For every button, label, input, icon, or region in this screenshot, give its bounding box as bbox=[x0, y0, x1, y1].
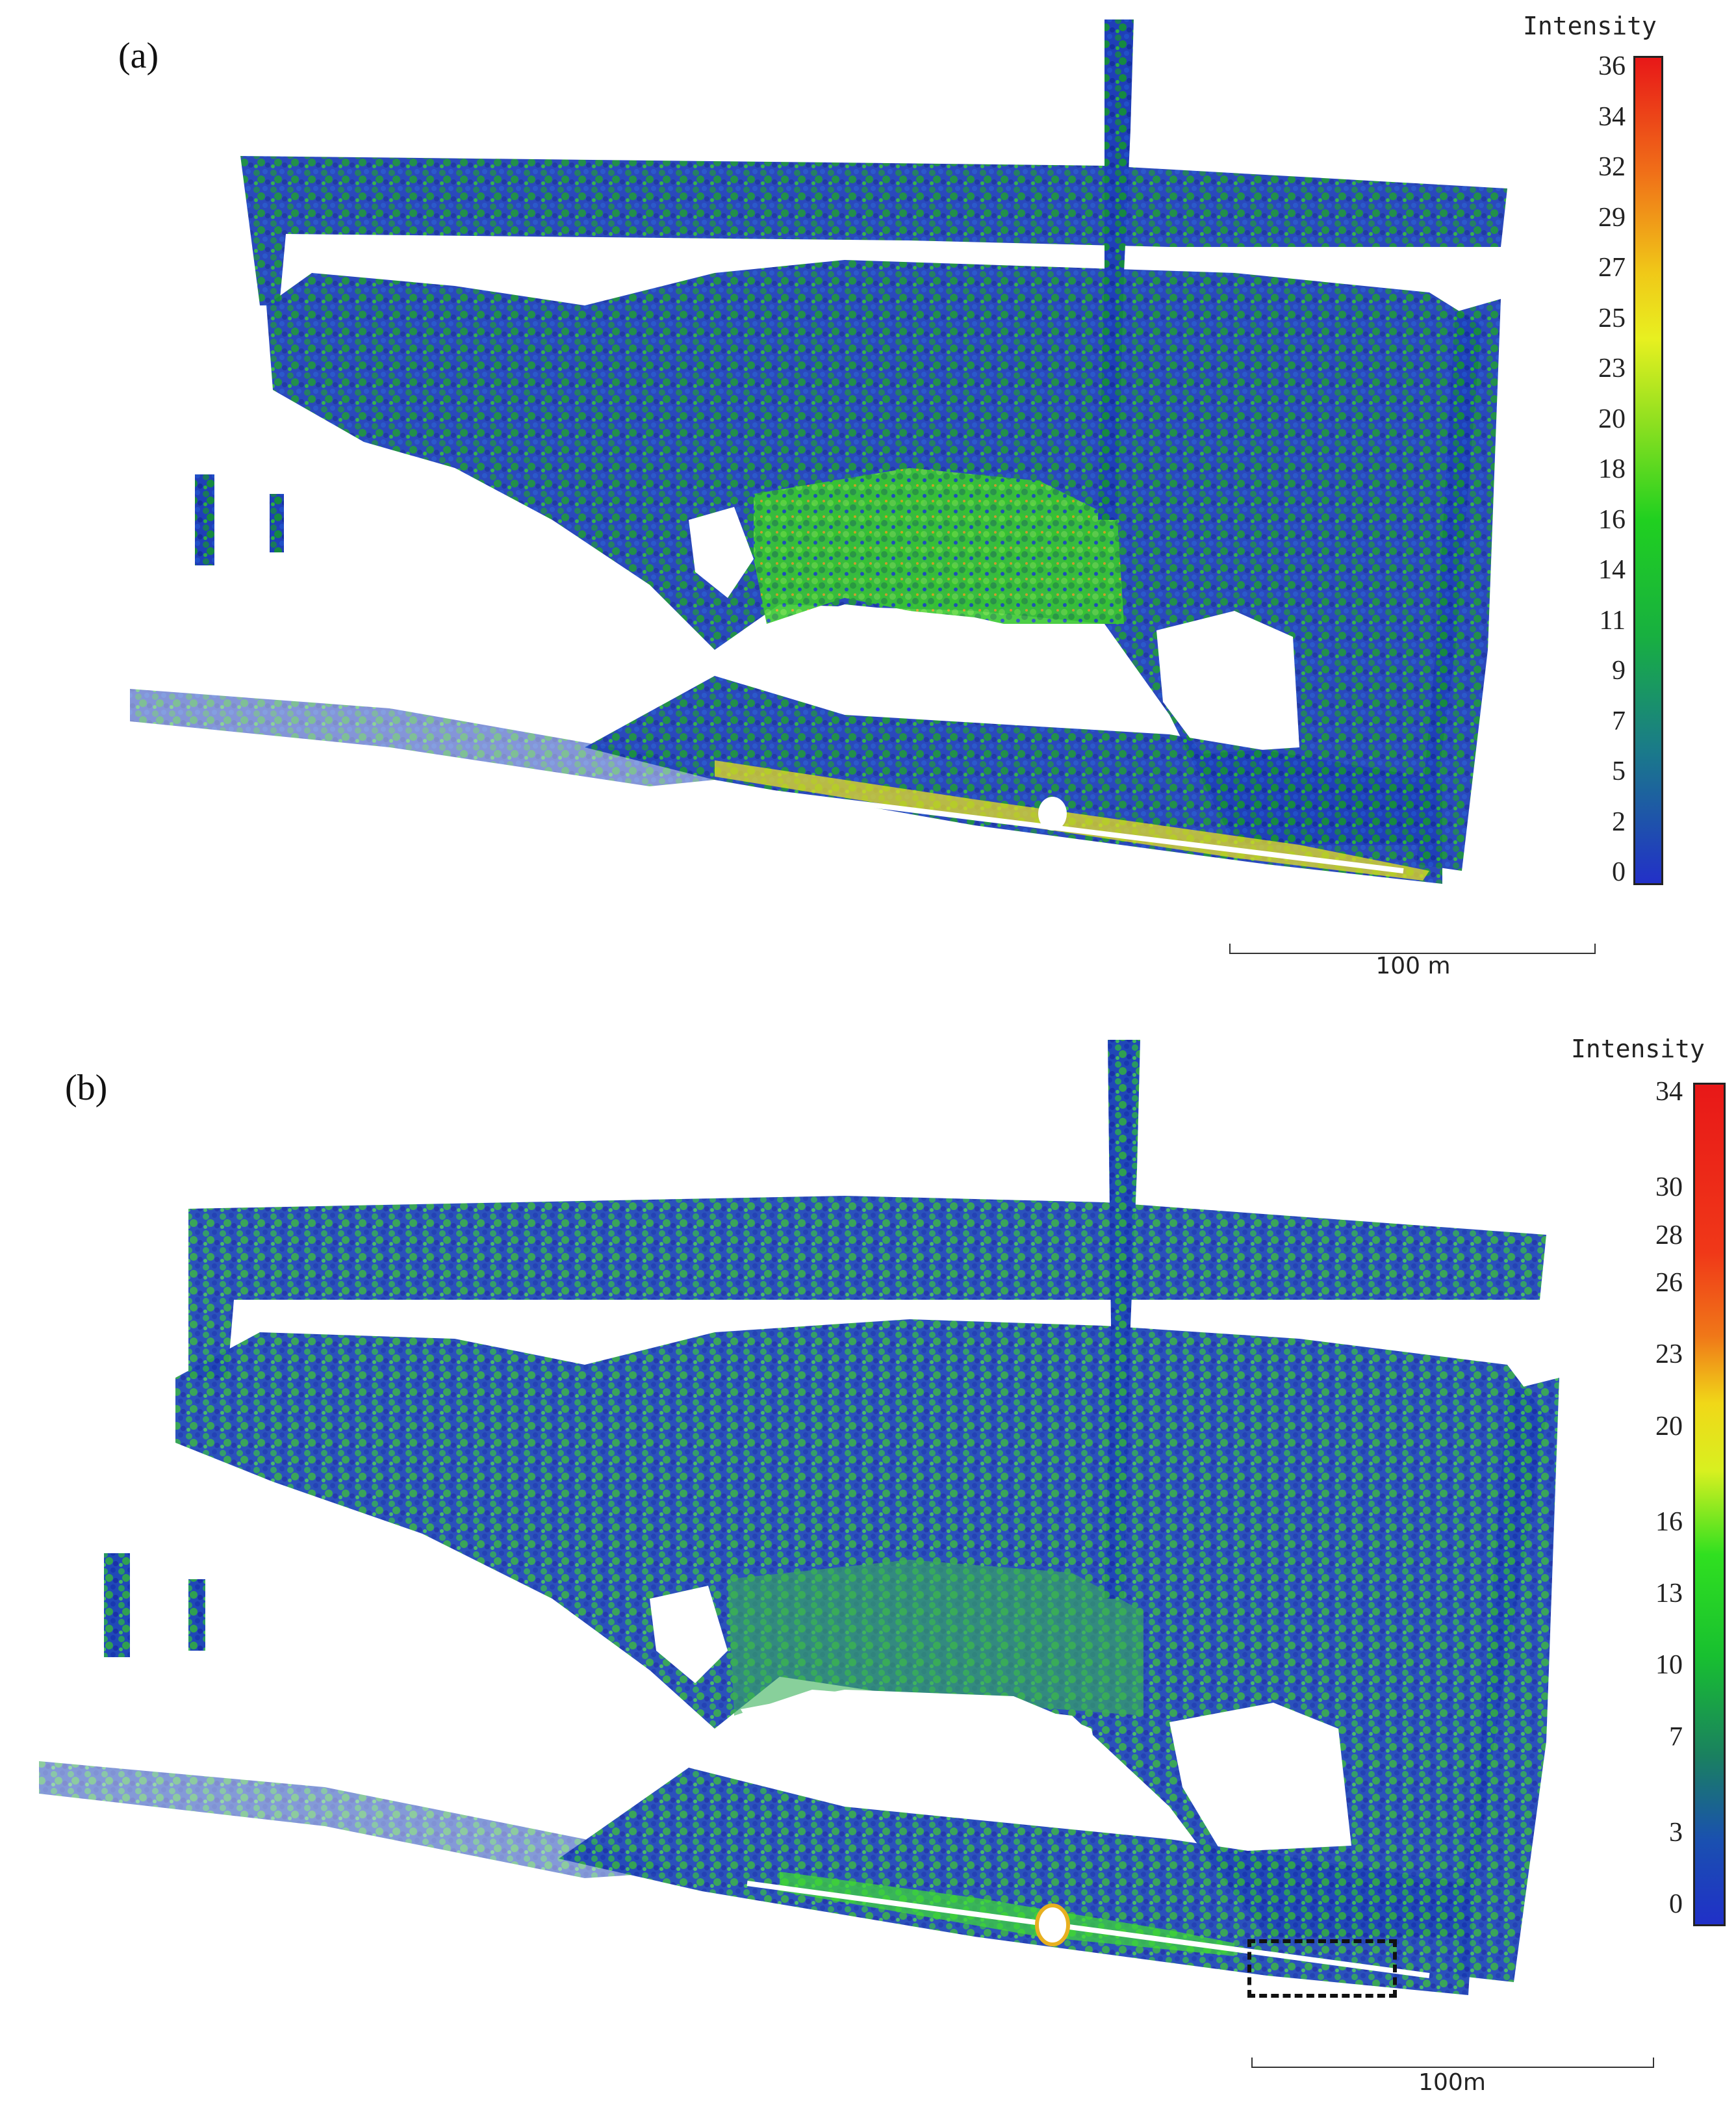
scalebar-b-label: 100m bbox=[1418, 2069, 1486, 2096]
colorbar-a-title: Intensity bbox=[1523, 12, 1657, 40]
colorbar-tick-label: 10 bbox=[1655, 1650, 1683, 1681]
cloud-b-road-band bbox=[559, 1768, 1475, 1995]
colorbar-tick-label: 3 bbox=[1669, 1817, 1683, 1848]
colorbar-tick-label: 29 bbox=[1598, 202, 1626, 233]
colorbar-tick-label: 7 bbox=[1612, 706, 1626, 736]
colorbar-tick-label: 26 bbox=[1655, 1268, 1683, 1298]
cloud-a-right-column bbox=[1416, 299, 1501, 871]
cloud-b-post-2 bbox=[188, 1579, 205, 1651]
panel-b-label: (b) bbox=[65, 1068, 108, 1108]
colorbar-b bbox=[1693, 1083, 1726, 1926]
point-cloud-a bbox=[130, 19, 1507, 884]
colorbar-tick-label: 14 bbox=[1598, 555, 1626, 585]
colorbar-tick-label: 27 bbox=[1598, 253, 1626, 283]
cloud-a-clearing-3 bbox=[689, 507, 754, 598]
cloud-a-clearing-2 bbox=[1156, 611, 1299, 754]
cloud-a-post-1 bbox=[195, 474, 214, 565]
colorbar-tick-label: 16 bbox=[1598, 504, 1626, 535]
colorbar-tick-label: 16 bbox=[1655, 1506, 1683, 1537]
colorbar-tick-label: 7 bbox=[1669, 1722, 1683, 1752]
colorbar-tick-label: 34 bbox=[1598, 101, 1626, 132]
colorbar-tick-label: 18 bbox=[1598, 454, 1626, 484]
cloud-a-road-band bbox=[585, 676, 1442, 884]
cloud-b-road-blob bbox=[1035, 1903, 1070, 1946]
colorbar-tick-label: 0 bbox=[1669, 1889, 1683, 1919]
colorbar-tick-label: 32 bbox=[1598, 152, 1626, 182]
scalebar-a bbox=[1229, 944, 1596, 954]
colorbar-b-title: Intensity bbox=[1571, 1035, 1705, 1063]
cloud-b-post-1 bbox=[104, 1553, 130, 1657]
colorbar-tick-label: 2 bbox=[1612, 806, 1626, 837]
cloud-b-green-area bbox=[728, 1560, 1143, 1716]
cloud-b-right-column bbox=[1455, 1378, 1559, 1982]
highlight-box bbox=[1247, 1939, 1397, 1998]
colorbar-tick-label: 23 bbox=[1655, 1339, 1683, 1370]
cloud-b-vertical-pole bbox=[1104, 1040, 1140, 1599]
colorbar-tick-label: 13 bbox=[1655, 1579, 1683, 1609]
cloud-b-left-strip bbox=[39, 1761, 682, 1878]
colorbar-tick-label: 30 bbox=[1655, 1172, 1683, 1203]
colorbar-tick-label: 0 bbox=[1612, 857, 1626, 887]
colorbar-tick-label: 34 bbox=[1655, 1077, 1683, 1107]
colorbar-tick-label: 20 bbox=[1598, 404, 1626, 434]
cloud-b-clearing-2 bbox=[1169, 1703, 1351, 1852]
colorbar-tick-label: 23 bbox=[1598, 354, 1626, 383]
colorbar-tick-label: 20 bbox=[1655, 1411, 1683, 1441]
panel-b: (b) Intensity 100m 34 bbox=[0, 1027, 1736, 2116]
cloud-a-green-area bbox=[754, 468, 1124, 624]
colorbar-tick-label: 25 bbox=[1598, 303, 1626, 333]
cloud-a-top-row bbox=[240, 156, 1507, 305]
cloud-a-road-blob bbox=[1038, 797, 1067, 831]
cloud-a-road-line bbox=[747, 787, 1404, 873]
colorbar-tick-label: 28 bbox=[1655, 1220, 1683, 1250]
panel-a-label: (a) bbox=[118, 36, 159, 76]
cloud-a-post-2 bbox=[270, 494, 284, 552]
cloud-b-clearing-3 bbox=[650, 1586, 728, 1683]
cloud-b-road-line bbox=[747, 1881, 1430, 1978]
panel-a: (a) bbox=[0, 0, 1736, 1014]
cloud-b-top-row bbox=[188, 1196, 1546, 1378]
colorbar-tick-label: 5 bbox=[1612, 756, 1626, 786]
cloud-b-clearing-1 bbox=[741, 1690, 1104, 1813]
colorbar-tick-label: 9 bbox=[1612, 656, 1626, 686]
cloud-a-left-strip bbox=[130, 689, 715, 786]
colorbar-tick-label: 36 bbox=[1598, 51, 1626, 81]
cloud-a-clearing-1 bbox=[780, 604, 1104, 721]
point-cloud-b bbox=[39, 1040, 1559, 1995]
scalebar-a-label: 100 m bbox=[1375, 953, 1451, 979]
colorbar-tick-label: 11 bbox=[1599, 605, 1626, 636]
colorbar-a bbox=[1633, 56, 1663, 885]
cloud-a-vertical-pole bbox=[1098, 19, 1134, 520]
scalebar-b bbox=[1251, 2058, 1654, 2068]
